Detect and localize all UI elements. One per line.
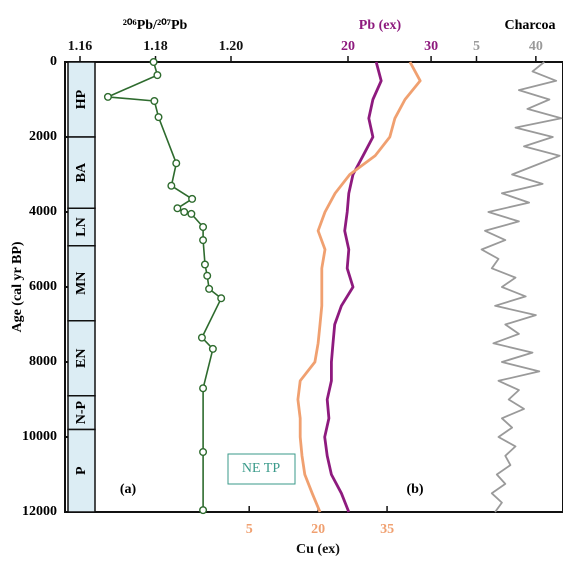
data-point [199,236,208,245]
period-label: EN [74,349,89,368]
x-axis-title: Pb (ex) [359,18,402,33]
period-label: HP [74,89,89,109]
region-label: NE TP [242,461,280,476]
y-tick-label: 2000 [29,129,57,144]
data-point [199,222,208,231]
period-label: P [74,466,89,475]
period-box [67,136,96,209]
data-point [217,294,226,303]
x-tick-label: 35 [380,522,394,537]
data-point [203,271,212,280]
data-point [153,71,162,80]
x-tick-label: 30 [424,39,438,54]
x-axis-title: ²⁰⁶Pb/²⁰⁷Pb [123,18,188,33]
y-axis-title: Age (cal yr BP) [10,241,25,332]
data-point [197,333,206,342]
data-point [150,96,159,105]
period-box [67,61,96,138]
x-tick-label: 1.18 [143,39,168,54]
x-tick-label: 20 [341,39,355,54]
data-point [205,284,214,293]
series-line [107,61,222,511]
data-point [187,209,196,218]
data-point [199,506,208,515]
y-tick-label: 4000 [29,204,57,219]
x-tick-label: 5 [246,522,253,537]
y-tick-label: 8000 [29,354,57,369]
y-tick-label: 12000 [22,504,57,519]
series-line [323,61,383,513]
region-box [227,453,296,485]
x-tick-label: 5 [473,39,480,54]
period-box [67,320,96,397]
period-box [67,245,96,322]
data-point [167,181,176,190]
y-tick-label: 0 [50,54,57,69]
period-label: N-P [74,401,89,425]
period-label: BA [74,162,89,182]
y-tick-label: 6000 [29,279,57,294]
data-point [188,194,197,203]
data-point [149,58,158,67]
data-point [172,159,181,168]
data-point [154,113,163,122]
panel-label: (b) [406,482,423,497]
x-tick-label: 1.16 [68,39,93,54]
data-point [199,448,208,457]
period-label: MN [74,272,89,295]
period-box [67,428,96,513]
data-point [180,207,189,216]
data-point [199,384,208,393]
x-tick-label: 20 [311,522,325,537]
data-point [103,92,112,101]
data-point [200,260,209,269]
series-line [480,61,563,513]
y-tick-label: 10000 [22,429,57,444]
period-label: LN [74,217,89,236]
panel-label: (a) [120,482,137,497]
x-tick-label: 1.20 [219,39,244,54]
x-tick-label: 40 [529,39,543,54]
data-point [173,204,182,213]
series-line [296,61,422,513]
x2-axis-title: Cu (ex) [296,542,340,557]
frame [64,61,563,513]
x-axis-title: Charcoa [504,18,555,33]
data-point [208,344,217,353]
